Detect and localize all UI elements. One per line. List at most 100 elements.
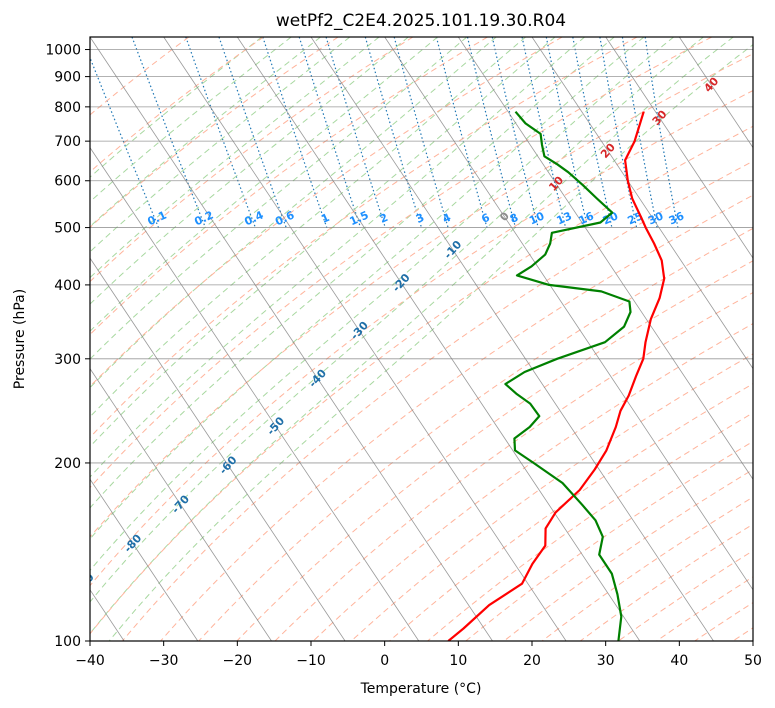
dry-adiabat-line [90,37,190,116]
moist-adiabat-line [108,43,753,641]
mixing-ratio-line [466,37,517,228]
isotherm-line [236,37,641,641]
y-tick-label: 100 [54,634,81,650]
isotherm-line [90,478,199,641]
mixing-ratio-label: 36 [667,209,687,227]
plot-frame [89,36,754,642]
isotherm-line [90,257,346,641]
dry-adiabat-line [274,291,753,641]
isotherm-line [90,37,493,641]
x-tick-label: 20 [523,653,541,669]
x-tick-label: −30 [149,653,179,669]
y-tick-label: 500 [54,221,81,237]
dry-adiabat-line [312,322,753,641]
y-tick-label: 400 [54,278,81,294]
plot-area: 0.1 0.2 0.4 0.6 1 1.5 2 3 4 6 8 10 13 16 20 25 30 36 -100… [24,37,775,641]
x-axis-title: Temperature (°C) [360,681,482,697]
y-tick-label: 700 [54,134,81,150]
dry-adiabat-line [198,227,753,641]
isotherm-line [531,37,753,370]
dry-adiabat-line [350,353,753,641]
dry-adiabat-line [90,89,753,587]
mixing-ratio-line [621,37,658,228]
isotherm-line [310,37,714,641]
x-tick-label: 30 [597,653,615,669]
dry-adiabat-line [160,194,753,641]
mixing-ratio-label: 0.2 [192,208,215,228]
isotherm-line [457,37,753,480]
isotherm-line [605,37,753,259]
mixing-ratio-line [491,37,539,228]
mixing-ratio-label: 3 [414,211,426,226]
moist-adiabat-line [90,37,292,203]
mixing-ratio-label: 1.5 [348,208,371,228]
dry-adiabat-line [90,53,753,538]
mixing-ratio-line [218,37,287,228]
y-tick-label: 900 [54,70,81,86]
isotherm-line [752,37,753,38]
dry-adiabat-line [389,383,753,641]
mixing-ratio-label: 4 [441,211,454,226]
chart-title: wetPf2_C2E4.2025.101.19.30.R04 [276,11,566,31]
y-tick-label: 800 [54,100,81,116]
mixing-ratio-label: 16 [577,209,597,227]
moist-adiabat-line [90,37,704,603]
x-tick-label: 50 [744,653,762,669]
dewpoint-line [504,110,632,641]
y-tick-label: 300 [54,352,81,368]
dry-adiabat-line [771,37,775,641]
dry-adiabat-label: -30 [348,319,371,343]
dry-adiabat-label: -20 [390,271,413,295]
y-tick-label: 1000 [45,43,81,59]
isotherm-line [163,37,567,641]
mixing-ratio-line [521,37,567,228]
dry-adiabat-label: -50 [264,414,287,438]
moist-adiabat-line [90,37,585,478]
y-tick-label: 200 [54,456,81,472]
mixing-ratio-line [262,37,328,228]
mixing-ratio-line [572,37,613,228]
mixing-ratio-label: 1 [319,211,331,226]
dry-adiabat-label: 20 [598,141,618,161]
mixing-ratio-label: 30 [646,209,666,227]
dry-adiabat-line [656,576,753,641]
moist-adiabat-line [90,37,526,418]
isotherm-line [90,367,272,641]
x-tick-label: 10 [449,653,467,669]
mixing-ratio-label: 0.1 [146,208,169,228]
moist-adiabat-line [90,37,409,305]
isobars [90,49,753,641]
dry-adiabat-label: -40 [306,366,329,390]
mixing-ratio-line [545,37,589,228]
series [447,110,666,641]
moist-adiabat-line [90,37,497,389]
dry-adiabat-label: -80 [121,531,144,555]
x-axis: −40 −30 −20 −10 0 10 20 30 40 50 [75,641,762,669]
dry-adiabat-label: -60 [217,453,240,477]
temperature-line [447,111,666,641]
dry-adiabat-line [90,125,753,635]
mixing-ratio-label: 10 [527,209,547,227]
x-tick-label: 40 [670,653,688,669]
mixing-ratio-label: 13 [555,209,574,227]
dry-adiabat-label: -100 [24,607,52,636]
y-axis-title: Pressure (hPa) [12,289,28,389]
isotherm-line [90,146,420,641]
mixing-ratio-line [325,37,386,228]
moist-adiabat-line [90,37,615,509]
mixing-ratio-line [185,37,256,228]
dry-adiabat-label: 10 [546,173,566,193]
x-tick-label: −40 [75,653,105,669]
dry-adiabat-line [90,37,339,229]
y-tick-label: 600 [54,174,81,190]
dry-adiabat-line [90,37,563,388]
mixing-ratio-line [644,37,679,228]
isotherm-line [384,37,753,591]
mixing-ratio-label: 0.4 [242,208,265,228]
mixing-ratio-label: 2 [378,211,390,226]
x-tick-label: −20 [223,653,253,669]
moist-adiabat-line [90,37,321,228]
dry-adiabat-label: -10 [441,238,464,262]
dry-adiabat-line [122,160,753,641]
